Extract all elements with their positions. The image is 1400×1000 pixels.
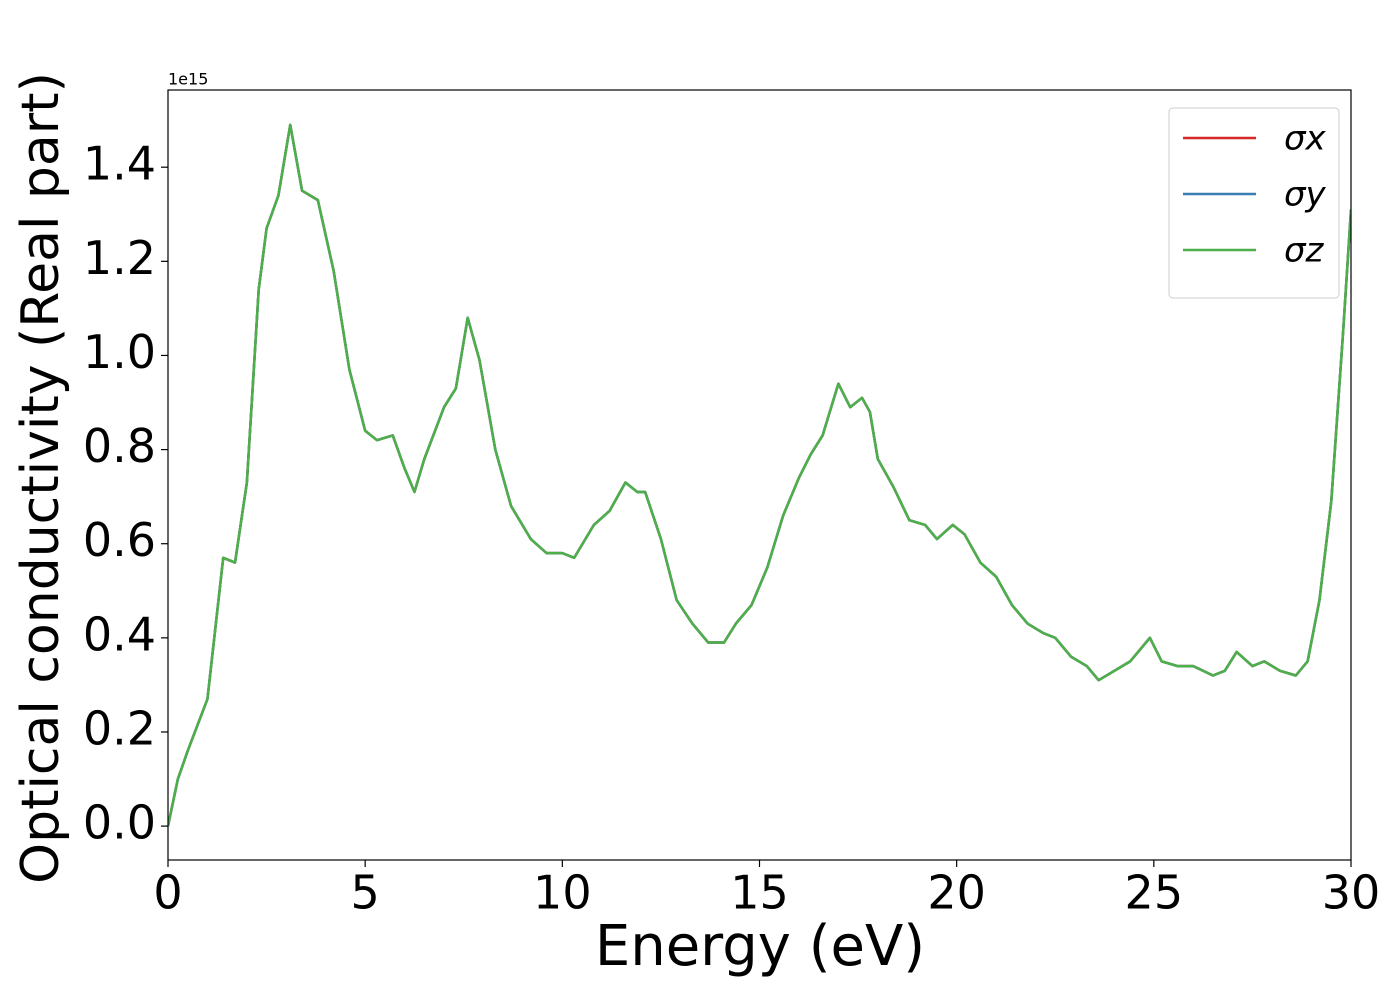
y-tick-label: 0.8 bbox=[83, 419, 156, 473]
x-tick-label: 5 bbox=[351, 866, 380, 920]
x-tick-label: 25 bbox=[1125, 866, 1184, 920]
line-series bbox=[168, 123, 1351, 827]
y-tick-label: 0.2 bbox=[83, 701, 156, 755]
y-axis-label: Optical conductivity (Real part) bbox=[11, 72, 71, 884]
x-tick-label: 10 bbox=[533, 866, 592, 920]
y-tick-label: 1.4 bbox=[83, 137, 156, 191]
x-tick-label: 0 bbox=[153, 866, 182, 920]
x-tick-label: 15 bbox=[730, 866, 789, 920]
offset-label: 1e15 bbox=[168, 70, 208, 89]
x-axis-label: Energy (eV) bbox=[595, 914, 925, 979]
legend-label: σz bbox=[1284, 231, 1325, 271]
y-tick-label: 0.6 bbox=[83, 513, 156, 567]
x-tick-label: 30 bbox=[1322, 866, 1381, 920]
y-tick-label: 1.2 bbox=[83, 231, 156, 285]
x-tick-label: 20 bbox=[927, 866, 986, 920]
legend-label: σx bbox=[1284, 119, 1327, 159]
legend-label: σy bbox=[1284, 175, 1327, 215]
y-tick-label: 0.0 bbox=[83, 796, 156, 850]
y-tick-label: 1.0 bbox=[83, 325, 156, 379]
plot-frame bbox=[167, 89, 1352, 861]
y-tick-label: 0.4 bbox=[83, 607, 156, 661]
